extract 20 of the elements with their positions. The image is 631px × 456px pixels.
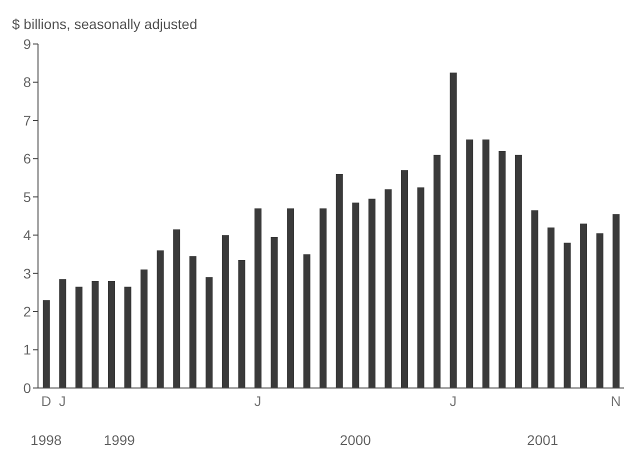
y-tick-label: 6 bbox=[23, 150, 32, 167]
y-tick-label: 3 bbox=[23, 265, 32, 282]
y-tick-label: 9 bbox=[23, 36, 32, 52]
text: 1998 bbox=[30, 432, 63, 448]
y-tick-label: 8 bbox=[23, 74, 32, 90]
y-tick-label: 4 bbox=[23, 227, 32, 244]
x-tick-label: J bbox=[58, 392, 66, 409]
x-tick-label: J bbox=[450, 392, 457, 409]
y-tick-label: 1 bbox=[23, 342, 32, 358]
x-tick-label: N bbox=[610, 392, 621, 409]
text: 2000 bbox=[338, 432, 372, 448]
y-tick-label: 0 bbox=[23, 380, 32, 396]
text: 1999 bbox=[102, 432, 136, 448]
x-tick-label: J bbox=[254, 392, 262, 409]
x-tick-label: D bbox=[41, 392, 52, 409]
text: 2001 bbox=[526, 432, 560, 448]
y-axis-title: $ billions, seasonally adjusted bbox=[12, 16, 198, 32]
y-tick-label: 5 bbox=[23, 188, 32, 205]
y-tick-label: 7 bbox=[23, 112, 32, 128]
y-tick-label: 2 bbox=[23, 304, 32, 320]
